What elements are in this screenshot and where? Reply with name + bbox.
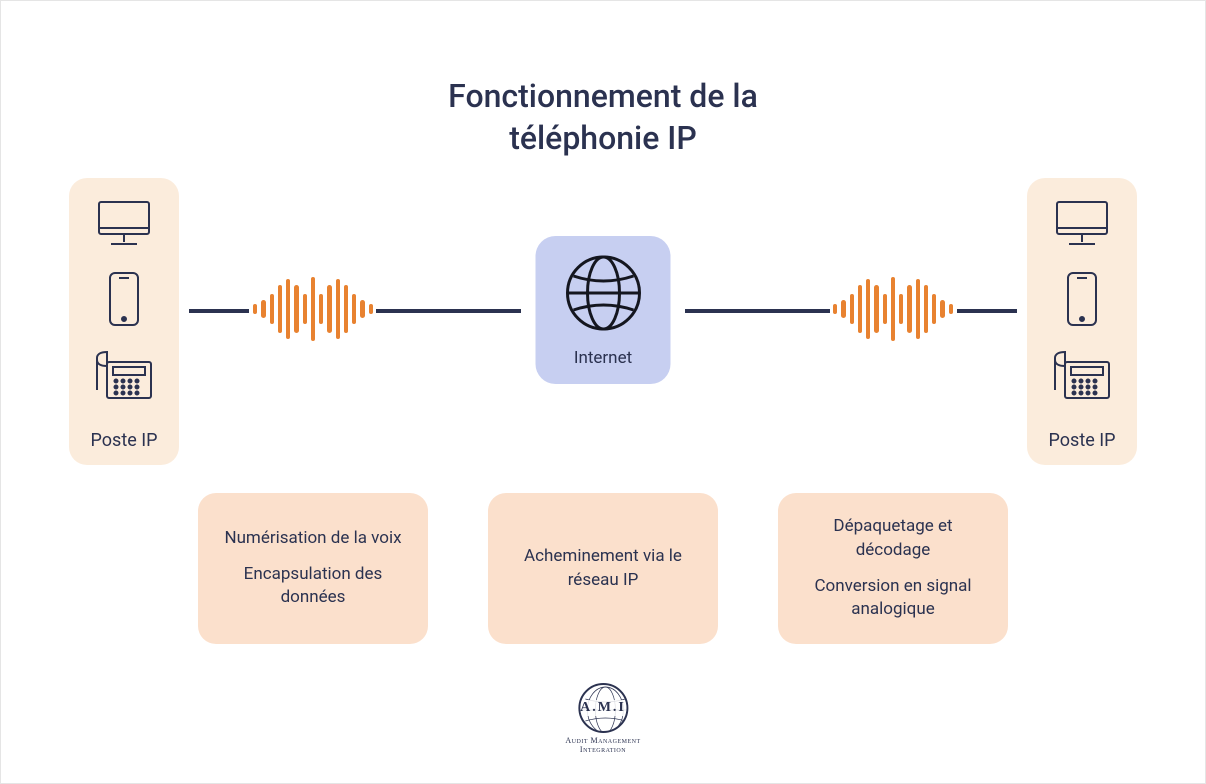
left-device-label: Poste IP <box>91 430 158 451</box>
smartphone-icon <box>107 270 141 332</box>
globe-icon <box>562 252 644 338</box>
waveform-bar <box>278 285 282 333</box>
waveform-bar <box>924 285 928 333</box>
connector-line <box>957 309 1017 313</box>
waveform-bar <box>286 279 290 339</box>
info-box-2: Acheminement via le réseau IP <box>488 493 718 644</box>
info-text: Encapsulation des données <box>216 563 410 611</box>
waveform-bar <box>916 279 920 339</box>
smartphone-icon <box>1065 270 1099 332</box>
logo: A.M.I Audit Management Integration <box>565 683 640 755</box>
monitor-icon <box>1053 198 1111 252</box>
connector-line <box>685 309 830 313</box>
deskphone-icon <box>93 350 155 406</box>
info-text: Conversion en signal analogique <box>796 575 990 623</box>
connector-line <box>376 309 521 313</box>
waveform-bar <box>294 285 298 333</box>
right-device-label: Poste IP <box>1049 430 1116 451</box>
diagram-row: Poste IP Internet <box>1 181 1205 461</box>
waveform-bar <box>949 304 953 314</box>
info-text: Acheminement via le réseau IP <box>506 545 700 593</box>
waveform-bar <box>261 300 265 318</box>
waveform-bar <box>841 300 845 318</box>
waveform-bar <box>360 300 364 318</box>
waveform-bar <box>907 285 911 333</box>
logo-circle-icon: A.M.I <box>578 683 628 733</box>
info-text: Numérisation de la voix <box>216 527 410 551</box>
waveform-bar <box>883 294 887 324</box>
waveform-bar <box>932 294 936 324</box>
logo-acronym: A.M.I <box>578 700 628 716</box>
info-box-1: Numérisation de la voix Encapsulation de… <box>198 493 428 644</box>
connector-line <box>189 309 249 313</box>
waveform-bar <box>899 294 903 324</box>
waveform-bar <box>891 277 895 341</box>
page-title: Fonctionnement de latéléphonie IP <box>1 76 1205 159</box>
info-text: Dépaquetage et décodage <box>796 515 990 563</box>
waveform-bar <box>369 304 373 314</box>
logo-subtitle: Audit Management Integration <box>565 737 640 755</box>
waveform-bar <box>874 285 878 333</box>
waveform-bar <box>303 294 307 324</box>
waveform-bar <box>270 294 274 324</box>
waveform-left <box>253 269 373 349</box>
monitor-icon <box>95 198 153 252</box>
internet-label: Internet <box>574 348 632 368</box>
waveform-right <box>833 269 953 349</box>
waveform-bar <box>311 277 315 341</box>
left-device-stack: Poste IP <box>69 178 179 465</box>
waveform-bar <box>352 294 356 324</box>
info-boxes-row: Numérisation de la voix Encapsulation de… <box>1 493 1205 644</box>
deskphone-icon <box>1051 350 1113 406</box>
waveform-bar <box>344 285 348 333</box>
info-box-3: Dépaquetage et décodage Conversion en si… <box>778 493 1008 644</box>
waveform-bar <box>319 294 323 324</box>
waveform-bar <box>833 304 837 314</box>
waveform-bar <box>940 300 944 318</box>
waveform-bar <box>253 304 257 314</box>
right-device-stack: Poste IP <box>1027 178 1137 465</box>
waveform-bar <box>858 285 862 333</box>
waveform-bar <box>336 279 340 339</box>
waveform-bar <box>327 285 331 333</box>
internet-box: Internet <box>536 236 671 384</box>
waveform-bar <box>866 279 870 339</box>
waveform-bar <box>850 294 854 324</box>
